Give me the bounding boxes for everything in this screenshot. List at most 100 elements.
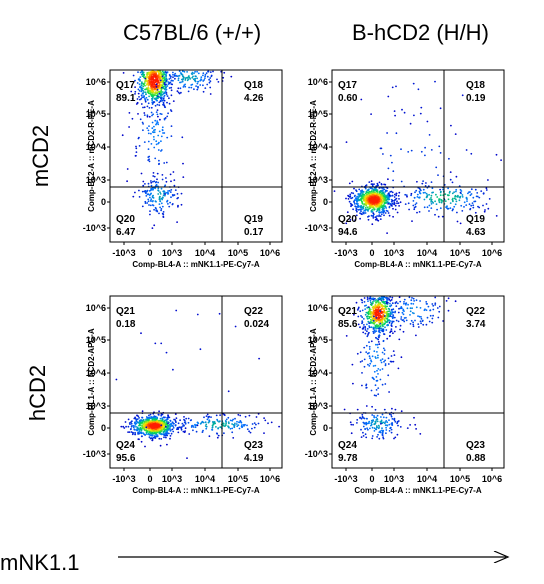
data-point	[180, 426, 183, 428]
data-point	[384, 296, 387, 299]
data-point	[135, 429, 138, 431]
data-point	[164, 193, 166, 195]
data-point	[474, 211, 477, 214]
data-point	[173, 418, 175, 421]
x-axis-label: Comp-BL4-A :: mNK1.1-PE-Cy7-A	[354, 260, 481, 269]
data-point	[148, 107, 151, 109]
data-point	[152, 91, 155, 94]
bottom-axis-label: mNK1.1	[0, 550, 80, 575]
data-point	[160, 209, 162, 212]
data-point	[150, 192, 152, 195]
data-point	[424, 308, 426, 311]
x-tick-label: 10^4	[417, 474, 437, 484]
data-point	[474, 200, 477, 203]
data-point	[177, 91, 180, 94]
data-point	[159, 100, 162, 103]
quadrant-name: Q23	[466, 440, 485, 451]
data-point	[385, 189, 387, 192]
x-tick-label: 0	[369, 474, 374, 484]
data-point	[359, 190, 362, 192]
data-point	[399, 201, 402, 204]
data-point	[381, 208, 384, 211]
data-point	[365, 351, 368, 353]
data-point	[467, 192, 469, 195]
data-point	[439, 194, 442, 197]
data-point	[231, 423, 234, 425]
y-tick-label: 10^5	[86, 109, 106, 119]
data-point	[163, 94, 166, 97]
data-point	[150, 426, 153, 428]
data-point	[165, 177, 167, 179]
data-point	[196, 82, 199, 85]
data-point	[146, 115, 149, 118]
data-point	[153, 70, 156, 73]
data-point	[361, 189, 363, 192]
data-point	[147, 90, 149, 92]
plot-frame	[331, 295, 505, 469]
data-point	[382, 297, 385, 300]
x-tick-label: 10^4	[195, 248, 215, 258]
data-point	[161, 86, 163, 89]
data-point	[141, 205, 144, 208]
data-point	[147, 198, 150, 201]
facs-plot-c57bl6-hcd2: Q21 0.18 Q22 0.024 Q24 95.6 Q23 4.19 -10^3 0 10^3 1…	[83, 288, 298, 518]
data-point	[143, 141, 146, 143]
data-point	[422, 180, 424, 182]
data-point	[124, 421, 127, 423]
quadrant-value: 4.19	[244, 453, 264, 464]
data-point	[370, 198, 372, 201]
data-point	[208, 435, 211, 438]
data-point	[431, 187, 434, 190]
data-point	[172, 79, 174, 82]
data-point	[333, 190, 336, 193]
data-point	[370, 183, 373, 185]
data-point	[167, 203, 169, 205]
data-point	[377, 319, 380, 322]
data-point	[366, 199, 369, 202]
data-point	[166, 430, 168, 433]
data-point	[359, 361, 362, 363]
data-point	[414, 319, 416, 322]
data-point	[374, 204, 377, 207]
data-point	[163, 71, 166, 74]
data-point	[214, 422, 217, 425]
data-point	[150, 93, 153, 96]
data-point	[151, 416, 154, 419]
data-point	[148, 436, 151, 438]
data-point	[209, 77, 212, 79]
data-point	[482, 192, 485, 195]
data-point	[357, 198, 360, 201]
data-point	[381, 206, 383, 209]
data-point	[354, 219, 356, 222]
data-point	[190, 84, 193, 86]
data-point	[164, 85, 166, 87]
data-point	[168, 78, 171, 80]
data-point	[356, 210, 358, 213]
data-point	[137, 438, 140, 440]
data-point	[364, 428, 367, 430]
data-point	[219, 414, 222, 416]
data-point	[156, 210, 159, 213]
data-point	[159, 198, 161, 201]
data-point	[136, 98, 139, 100]
data-point	[159, 420, 161, 423]
data-point	[142, 129, 144, 132]
x-tick-label: 10^3	[384, 248, 404, 258]
data-point	[372, 319, 375, 322]
data-point	[152, 81, 154, 84]
quadrant-value: 9.78	[338, 453, 358, 464]
data-point	[161, 99, 164, 102]
data-point	[395, 192, 398, 195]
data-point	[161, 81, 163, 84]
data-point	[147, 102, 150, 105]
data-point	[223, 71, 226, 74]
data-point	[263, 432, 265, 434]
data-point	[415, 428, 417, 430]
data-point	[211, 427, 214, 429]
data-point	[138, 89, 141, 92]
quadrant-name: Q22	[466, 306, 485, 317]
data-point	[362, 431, 364, 434]
data-point	[356, 408, 359, 411]
data-point	[169, 437, 171, 440]
